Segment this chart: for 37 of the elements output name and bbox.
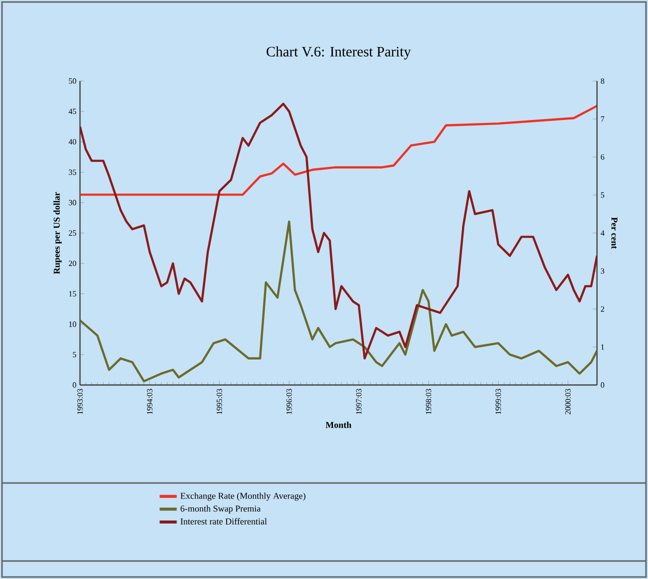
y-tick-label: 0 — [72, 382, 76, 388]
line-series — [80, 104, 597, 196]
x-tick-label: 1997:03 — [356, 388, 362, 414]
x-tick-label: 1994:03 — [146, 388, 152, 414]
y-tick-label: 35 — [68, 170, 76, 175]
y-tick-label: 30 — [68, 200, 76, 206]
chart-title: Chart V.6: Interest Parity — [266, 46, 411, 60]
x-tick-label: 1996:03 — [286, 388, 292, 414]
x-tick-label: 2000:03 — [565, 388, 571, 414]
y2-tick-label: 4 — [600, 230, 604, 236]
legend-label: Exchange Rate (Monthly Average) — [180, 492, 306, 501]
line-series — [80, 220, 597, 382]
y-tick-label: 20 — [68, 260, 76, 266]
y2-tick-label: 1 — [601, 344, 604, 350]
y-tick-label: 15 — [69, 291, 76, 296]
x-axis-title: Month — [326, 422, 352, 428]
y2-tick-label: 2 — [600, 306, 604, 312]
legend-label: Interest rate Differential — [180, 518, 267, 524]
y2-tick-label: 6 — [600, 154, 604, 160]
y-axis-title: Rupees per US dollar — [53, 192, 62, 274]
y-tick-label: 50 — [68, 78, 76, 84]
x-tick-label: 1993:03 — [77, 388, 83, 414]
y-tick-label: 45 — [68, 108, 76, 114]
y-tick-label: 10 — [69, 322, 76, 327]
y2-axis-title: Per cent — [611, 217, 618, 249]
y-tick-label: 40 — [68, 139, 76, 145]
y-tick-label: 5 — [72, 352, 76, 358]
y2-tick-label: 8 — [600, 78, 604, 84]
x-tick-label: 1995:03 — [216, 388, 222, 414]
legend-label: 6-month Swap Premia — [180, 505, 261, 514]
y2-tick-label: 0 — [600, 382, 604, 388]
y2-tick-label: 7 — [601, 116, 604, 122]
y-tick-label: 25 — [68, 230, 76, 236]
y2-tick-label: 3 — [600, 268, 604, 274]
y2-tick-label: 5 — [601, 192, 604, 198]
x-tick-label: 1999:03 — [496, 388, 501, 414]
x-tick-label: 1998:03 — [426, 388, 432, 414]
